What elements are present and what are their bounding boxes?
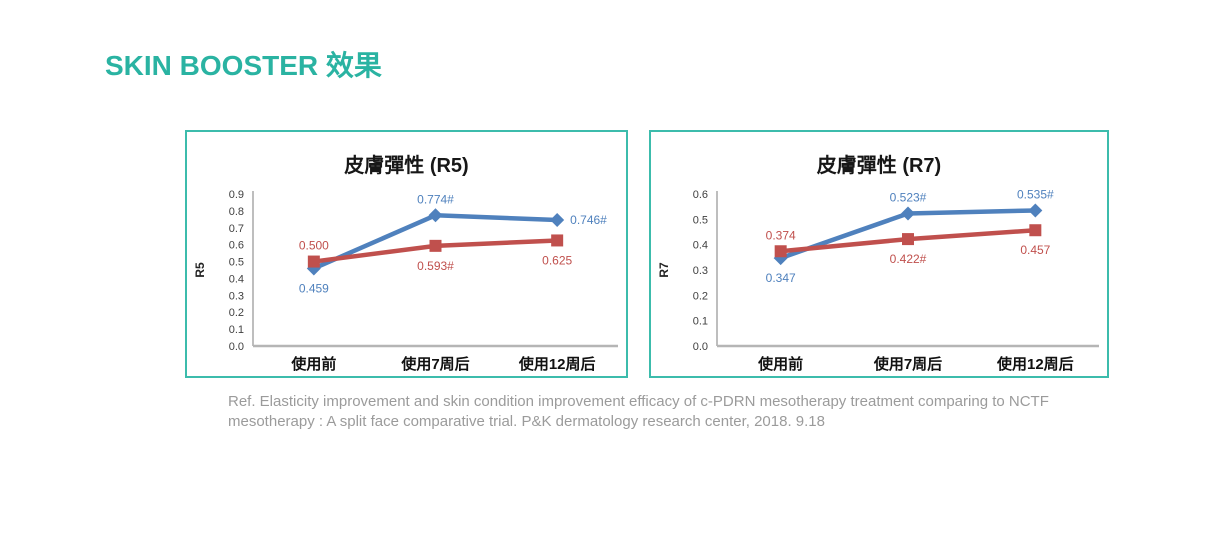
reference-line-2: mesotherapy : A split face comparative t… bbox=[228, 412, 825, 430]
svg-text:0.2: 0.2 bbox=[693, 290, 708, 302]
line-chart-r5: 0.0 0.1 0.2 0.3 0.4 0.5 0.6 0.7 0.8 0.9 R5 使用前 使用7周后… bbox=[193, 189, 618, 373]
svg-text:0.523#: 0.523# bbox=[890, 191, 927, 205]
svg-text:R5: R5 bbox=[193, 262, 207, 278]
svg-text:0.3: 0.3 bbox=[693, 265, 708, 277]
svg-text:使用7周后: 使用7周后 bbox=[400, 355, 469, 373]
reference-text: Ref. Elasticity improvement and skin con… bbox=[228, 392, 1108, 431]
svg-text:0.500: 0.500 bbox=[299, 239, 329, 253]
svg-text:0.4: 0.4 bbox=[693, 240, 708, 252]
reference-line-1: Ref. Elasticity improvement and skin con… bbox=[228, 393, 1049, 410]
chart-title-r5: 皮膚彈性 (R5) bbox=[344, 155, 469, 177]
svg-text:0.3: 0.3 bbox=[229, 290, 244, 302]
svg-text:0.6: 0.6 bbox=[229, 240, 244, 252]
svg-text:0.2: 0.2 bbox=[229, 307, 244, 319]
svg-text:0.1: 0.1 bbox=[693, 316, 708, 328]
svg-text:0.459: 0.459 bbox=[299, 281, 329, 295]
svg-text:0.347: 0.347 bbox=[766, 271, 796, 285]
svg-text:使用7周后: 使用7周后 bbox=[873, 355, 942, 373]
svg-text:0.0: 0.0 bbox=[229, 341, 244, 353]
chart-title-r7: 皮膚彈性 (R7) bbox=[816, 155, 942, 177]
svg-text:0.535#: 0.535# bbox=[1017, 187, 1054, 201]
svg-text:0.746#: 0.746# bbox=[570, 213, 607, 227]
svg-text:R7: R7 bbox=[657, 262, 671, 278]
svg-text:0.625: 0.625 bbox=[542, 253, 572, 267]
charts-row: 皮膚彈性 (R5) 0.0 0.1 0.2 0.3 0.4 0.5 0.6 0.7 0.8 0.9… bbox=[185, 130, 1109, 378]
svg-text:0.7: 0.7 bbox=[229, 223, 244, 235]
svg-text:0.9: 0.9 bbox=[229, 189, 244, 201]
svg-text:使用前: 使用前 bbox=[290, 355, 336, 373]
chart-panel-r7: 皮膚彈性 (R7) 0.0 0.1 0.2 0.3 0.4 0.5 0.6 R7 使用前 使用7周… bbox=[649, 130, 1109, 378]
chart-panel-r5: 皮膚彈性 (R5) 0.0 0.1 0.2 0.3 0.4 0.5 0.6 0.7 0.8 0.9… bbox=[185, 130, 628, 378]
svg-text:0.774#: 0.774# bbox=[417, 192, 454, 206]
line-chart-r7: 0.0 0.1 0.2 0.3 0.4 0.5 0.6 R7 使用前 使用7周后 使用12周后 0.3… bbox=[657, 187, 1099, 373]
svg-text:0.6: 0.6 bbox=[693, 189, 708, 201]
svg-text:0.5: 0.5 bbox=[229, 257, 244, 269]
svg-text:0.8: 0.8 bbox=[229, 206, 244, 218]
svg-text:0.5: 0.5 bbox=[693, 214, 708, 226]
svg-text:0.4: 0.4 bbox=[229, 273, 244, 285]
svg-text:使用前: 使用前 bbox=[757, 355, 803, 373]
svg-text:0.374: 0.374 bbox=[766, 228, 796, 242]
page-title: SKIN BOOSTER 效果 bbox=[105, 50, 382, 81]
svg-text:0.422#: 0.422# bbox=[890, 252, 927, 266]
svg-text:使用12周后: 使用12周后 bbox=[996, 355, 1074, 373]
svg-text:0.457: 0.457 bbox=[1020, 243, 1050, 257]
svg-text:使用12周后: 使用12周后 bbox=[518, 355, 596, 373]
svg-text:0.593#: 0.593# bbox=[417, 259, 454, 273]
svg-text:0.1: 0.1 bbox=[229, 324, 244, 336]
svg-text:0.0: 0.0 bbox=[693, 341, 708, 353]
